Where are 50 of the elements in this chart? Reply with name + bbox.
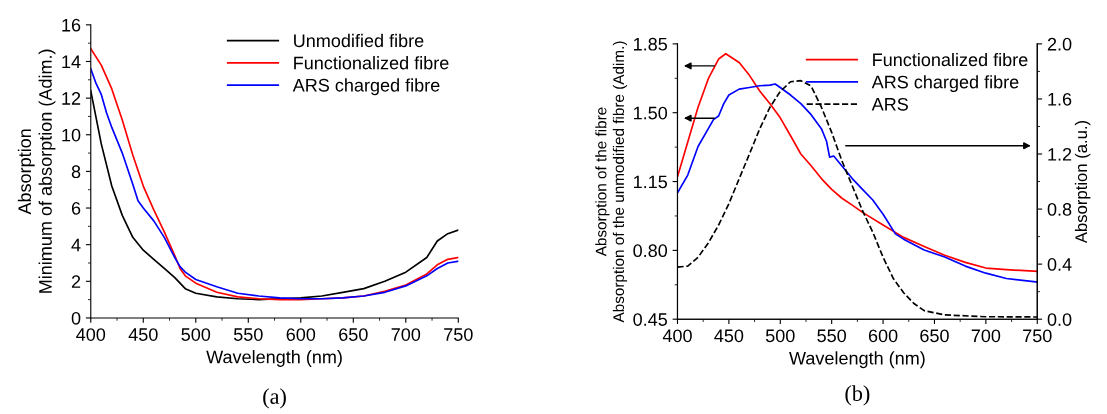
y2-tick-label: 1.2: [1048, 147, 1072, 161]
y-tick-label: 12: [62, 92, 81, 105]
y-tick-label: 16: [62, 18, 81, 32]
y-tick-label: 1.85: [634, 37, 668, 51]
y-axis-title: Absorption Minimum of absorption (Adim.): [17, 49, 56, 293]
x-axis-title: Wavelength (nm): [789, 351, 925, 369]
x-tick-label: 450: [128, 328, 158, 341]
legend-label: Functionalized fibre: [294, 56, 449, 70]
y-tick-label: 4: [71, 238, 81, 252]
y-tick-label: 0.80: [633, 244, 668, 258]
y-tick-label: 1.15: [634, 175, 668, 189]
x-tick-label: 500: [765, 329, 795, 343]
line-series: [677, 52, 1038, 273]
y2-tick-label: 0.4: [1047, 258, 1072, 271]
x-axis-title: Wavelength (nm): [206, 350, 342, 367]
y2-tick-label: 1.6: [1048, 92, 1072, 106]
x-tick-label: 700: [971, 329, 1001, 343]
x-tick-label: 750: [444, 328, 473, 341]
y-tick-label: 6: [71, 201, 81, 215]
x-tick-label: 650: [920, 329, 949, 343]
legend-label: Functionalized fibre: [873, 52, 1028, 67]
y2-axis-title: Absorption (a.u.): [1074, 120, 1091, 244]
legend-label: ARS charged fibre: [871, 75, 1019, 92]
legend-label: ARS charged fibre: [292, 78, 440, 96]
x-tick-label: 600: [868, 329, 898, 343]
legend-label: Unmodified fibre: [294, 33, 424, 48]
y-tick-label: 2: [71, 275, 81, 288]
y-tick-label: 0: [71, 311, 81, 325]
x-tick-label: 400: [76, 328, 106, 341]
y-tick-label: 10: [62, 128, 81, 142]
x-tick-label: 650: [339, 328, 368, 341]
y-tick-label: 8: [71, 165, 81, 179]
x-tick-label: 450: [714, 329, 744, 343]
y-tick-label: 14: [62, 55, 81, 69]
legend-label: ARS: [871, 97, 908, 111]
text: (a): [263, 388, 286, 409]
x-tick-label: 550: [817, 329, 847, 343]
y-axis-title: Absorption of the fibre Absorption of the unmodified fibre (Adim.): [595, 41, 628, 323]
x-tick-label: 600: [286, 328, 316, 341]
y2-tick-label: 0.0: [1047, 313, 1072, 326]
y-tick-label: 1.50: [634, 106, 668, 120]
y-tick-label: 0.45: [633, 313, 668, 326]
y2-tick-label: 2.0: [1047, 37, 1072, 51]
x-tick-label: 750: [1023, 329, 1052, 343]
text: (b): [845, 385, 870, 406]
x-tick-label: 700: [391, 328, 421, 341]
x-tick-label: 550: [233, 328, 263, 341]
x-tick-label: 500: [181, 328, 211, 341]
x-tick-label: 400: [662, 329, 692, 343]
y2-tick-label: 0.8: [1047, 203, 1072, 216]
